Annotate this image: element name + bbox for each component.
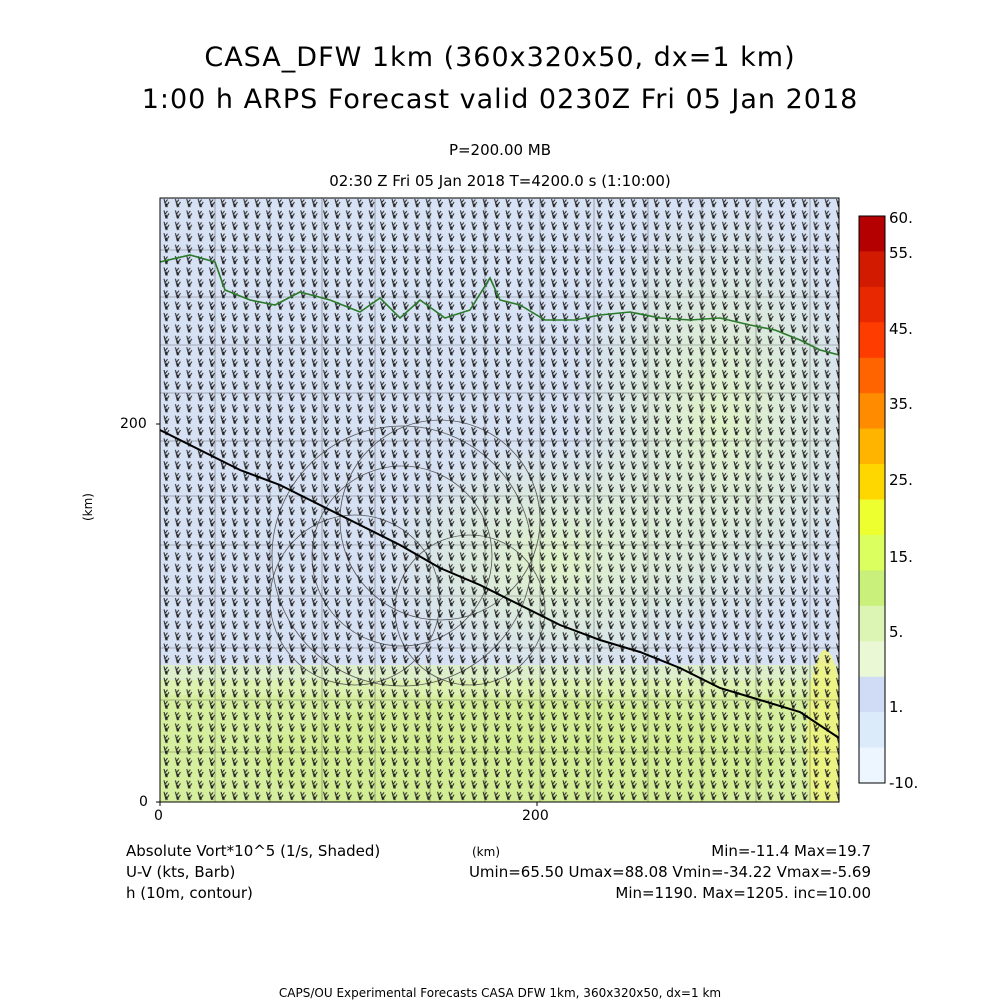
plot-frame xyxy=(159,197,840,803)
colorbar-segment xyxy=(859,464,885,500)
colorbar-label: 45. xyxy=(889,320,913,338)
colorbar-segment xyxy=(859,747,885,784)
colorbar-segment xyxy=(859,322,885,359)
plot-title-line2: 1:00 h ARPS Forecast valid 0230Z Fri 05 … xyxy=(141,84,859,115)
colorbar-label: 15. xyxy=(889,548,913,566)
colorbar-segment xyxy=(859,286,885,323)
colorbar-segment xyxy=(859,499,885,536)
colorbar-label: 1. xyxy=(889,698,903,716)
field3-label: h (10m, contour) xyxy=(126,884,253,902)
x-tick-200: 200 xyxy=(522,808,549,824)
field3-stats: Min=1190. Max=1205. inc=10.00 xyxy=(615,884,871,902)
colorbar-label: 25. xyxy=(889,471,913,489)
geography-lines xyxy=(160,254,839,739)
colorbar-segment xyxy=(859,393,885,430)
colorbar-segment xyxy=(859,570,885,607)
x-axis-unit: (km) xyxy=(472,845,501,859)
colorbar-segment xyxy=(859,428,885,465)
colorbar-frame xyxy=(858,215,886,784)
field2-stats: Umin=65.50 Umax=88.08 Vmin=-34.22 Vmax=-… xyxy=(468,863,871,881)
colorbar-label: 55. xyxy=(889,244,913,262)
colorbar-segment xyxy=(859,712,885,748)
colorbar-segment xyxy=(859,676,885,713)
x-tick-0: 0 xyxy=(154,808,163,824)
colorbar-segment xyxy=(859,534,885,571)
colorbar-label: 60. xyxy=(889,209,913,227)
colorbar-label: 5. xyxy=(889,623,903,641)
colorbar-segment xyxy=(859,357,885,394)
colorbar-segment xyxy=(859,251,885,288)
plot-title-line1: CASA_DFW 1km (360x320x50, dx=1 km) xyxy=(204,42,796,73)
colorbar-label: -10. xyxy=(889,774,918,792)
colorbar-segment xyxy=(859,216,885,252)
field1-stats: Min=-11.4 Max=19.7 xyxy=(711,842,871,860)
valid-time-label: 02:30 Z Fri 05 Jan 2018 T=4200.0 s (1:10… xyxy=(329,172,671,190)
colorbar-segment xyxy=(859,605,885,642)
pressure-level-label: P=200.00 MB xyxy=(448,141,552,159)
colorbar-segment xyxy=(859,641,885,678)
credit-footer: CAPS/OU Experimental Forecasts CASA DFW … xyxy=(278,986,722,1000)
colorbar-label: 35. xyxy=(889,395,913,413)
field1-label: Absolute Vort*10^5 (1/s, Shaded) xyxy=(126,842,381,860)
field2-label: U-V (kts, Barb) xyxy=(126,863,236,881)
y-tick-200: 200 xyxy=(120,416,147,432)
y-tick-0: 0 xyxy=(139,794,148,810)
